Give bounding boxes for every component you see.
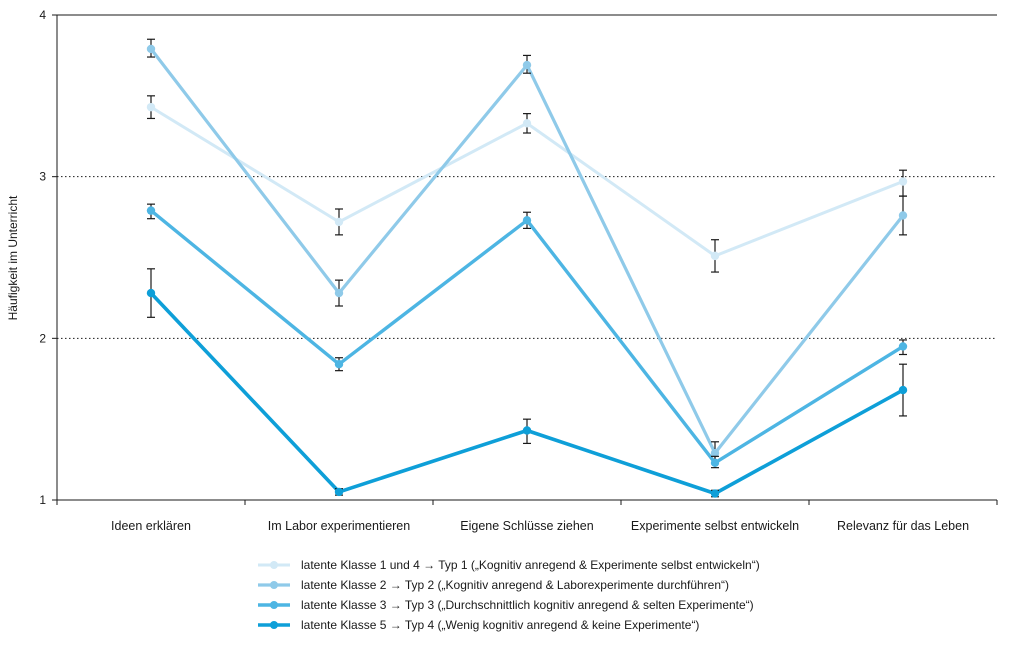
legend: latente Klasse 1 und 4 → Typ 1 („Kogniti… <box>258 558 760 632</box>
grid-lines <box>57 14 997 339</box>
x-category-label: Ideen erklären <box>111 519 191 533</box>
legend-item: latente Klasse 3 → Typ 3 („Durchschnittl… <box>258 598 754 612</box>
data-point <box>710 489 720 498</box>
y-tick-label: 1 <box>39 493 46 507</box>
data-point <box>898 177 908 186</box>
x-category-label: Relevanz für das Leben <box>837 519 969 533</box>
y-tick-label: 2 <box>39 331 46 345</box>
data-point <box>334 288 344 298</box>
series-2 <box>146 38 908 464</box>
legend-swatch-marker <box>270 621 278 629</box>
data-point <box>146 206 156 215</box>
series-lines <box>146 38 908 498</box>
legend-label: latente Klasse 5 → Typ 4 („Wenig kogniti… <box>301 618 699 632</box>
legend-swatch-marker <box>270 581 278 589</box>
data-point <box>146 102 156 112</box>
legend-label: latente Klasse 3 → Typ 3 („Durchschnittl… <box>301 598 754 612</box>
data-point <box>522 426 532 435</box>
data-point <box>334 360 344 369</box>
data-point <box>898 342 908 351</box>
legend-label: latente Klasse 1 und 4 → Typ 1 („Kogniti… <box>301 558 760 572</box>
legend-item: latente Klasse 5 → Typ 4 („Wenig kogniti… <box>258 618 699 632</box>
legend-swatch-marker <box>270 601 278 609</box>
series-4 <box>146 268 908 498</box>
x-category-label: Im Labor experimentieren <box>268 519 410 533</box>
legend-item: latente Klasse 2 → Typ 2 („Kognitiv anre… <box>258 578 729 592</box>
x-category-label: Experimente selbst entwickeln <box>631 519 799 533</box>
axis-labels: 1 2 3 4 Ideen erklären Im Labor experimentier… <box>39 8 969 533</box>
data-point <box>522 119 532 128</box>
series-line <box>149 47 905 455</box>
data-point <box>898 385 908 395</box>
series-3 <box>146 203 908 469</box>
legend-label: latente Klasse 2 → Typ 2 („Kognitiv anre… <box>301 578 729 592</box>
data-point <box>522 216 532 225</box>
axes <box>52 14 998 505</box>
data-point <box>146 288 156 298</box>
data-point <box>146 44 156 54</box>
data-point <box>710 448 720 458</box>
x-category-label: Eigene Schlüsse ziehen <box>460 519 593 533</box>
data-point <box>334 217 344 227</box>
data-point <box>522 60 532 70</box>
legend-item: latente Klasse 1 und 4 → Typ 1 („Kogniti… <box>258 558 760 572</box>
data-point <box>710 251 720 261</box>
y-axis-title: Häufigkeit im Unterricht <box>6 195 20 320</box>
series-1 <box>146 95 908 273</box>
y-tick-label: 4 <box>39 8 46 22</box>
data-point <box>710 458 720 468</box>
data-point <box>334 487 344 497</box>
data-point <box>898 211 908 220</box>
series-line <box>149 291 904 496</box>
legend-swatch-marker <box>270 561 278 569</box>
y-tick-label: 3 <box>39 170 46 184</box>
